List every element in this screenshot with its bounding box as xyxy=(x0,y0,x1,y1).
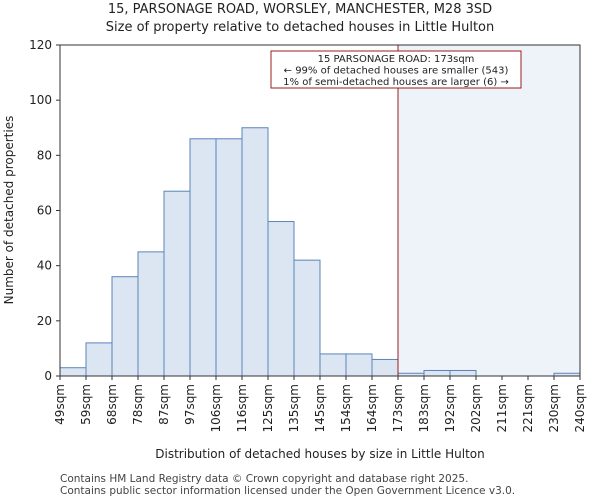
y-tick-label-80: 80 xyxy=(37,148,52,162)
bar-154sqm xyxy=(345,353,373,377)
x-tick-label-173sqm: 173sqm xyxy=(391,384,405,432)
y-axis-label: Number of detached properties xyxy=(2,116,16,305)
x-tick-label-125sqm: 125sqm xyxy=(261,384,275,432)
bar-192sqm xyxy=(449,369,477,377)
bar-59sqm xyxy=(85,342,113,377)
x-tick-label-97sqm: 97sqm xyxy=(183,384,197,425)
x-tick-label-183sqm: 183sqm xyxy=(417,384,431,432)
footer-line-1: Contains HM Land Registry data © Crown c… xyxy=(60,473,469,485)
x-tick-label-78sqm: 78sqm xyxy=(131,384,145,425)
chart-title: 15, PARSONAGE ROAD, WORSLEY, MANCHESTER,… xyxy=(107,2,493,17)
bar-78sqm xyxy=(137,251,165,377)
shaded-region xyxy=(398,45,580,376)
bar-97sqm xyxy=(189,138,217,377)
x-tick-label-211sqm: 211sqm xyxy=(495,384,509,432)
y-tick-label-20: 20 xyxy=(37,314,52,328)
x-tick-label-230sqm: 230sqm xyxy=(547,384,561,432)
annotation-line-3: 1% of semi-detached houses are larger (6… xyxy=(283,77,509,88)
y-tick-label-100: 100 xyxy=(29,93,52,107)
x-tick-label-49sqm: 49sqm xyxy=(53,384,67,425)
x-tick-label-106sqm: 106sqm xyxy=(209,384,223,432)
footer-line-2: Contains public sector information licen… xyxy=(60,485,516,497)
y-tick-label-0: 0 xyxy=(44,369,52,383)
x-tick-label-240sqm: 240sqm xyxy=(573,384,587,432)
x-tick-label-116sqm: 116sqm xyxy=(235,384,249,432)
y-tick-label-120: 120 xyxy=(29,38,52,52)
y-tick-label-40: 40 xyxy=(37,259,52,273)
x-tick-label-164sqm: 164sqm xyxy=(365,384,379,432)
bar-125sqm xyxy=(267,221,295,377)
x-tick-label-221sqm: 221sqm xyxy=(521,384,535,432)
x-tick-label-87sqm: 87sqm xyxy=(157,384,171,425)
bar-164sqm xyxy=(371,358,399,377)
x-tick-label-68sqm: 68sqm xyxy=(105,384,119,425)
annotation-line-1: 15 PARSONAGE ROAD: 173sqm xyxy=(318,54,475,65)
x-axis-label: Distribution of detached houses by size … xyxy=(155,447,484,461)
x-tick-label-59sqm: 59sqm xyxy=(79,384,93,425)
x-tick-label-145sqm: 145sqm xyxy=(313,384,327,432)
bar-68sqm xyxy=(111,276,139,377)
bar-145sqm xyxy=(319,353,347,377)
y-tick-label-60: 60 xyxy=(37,204,52,218)
annotation-box xyxy=(270,50,522,89)
bar-183sqm xyxy=(423,369,451,377)
bar-135sqm xyxy=(293,259,321,377)
bar-87sqm xyxy=(163,190,191,377)
bar-106sqm xyxy=(215,138,243,377)
bar-116sqm xyxy=(241,127,269,377)
chart-subtitle: Size of property relative to detached ho… xyxy=(105,20,495,35)
bar-49sqm xyxy=(59,367,87,377)
x-tick-label-202sqm: 202sqm xyxy=(469,384,483,432)
x-tick-label-154sqm: 154sqm xyxy=(339,384,353,432)
x-tick-label-135sqm: 135sqm xyxy=(287,384,301,432)
x-tick-label-192sqm: 192sqm xyxy=(443,384,457,432)
annotation-line-2: ← 99% of detached houses are smaller (54… xyxy=(284,66,509,77)
